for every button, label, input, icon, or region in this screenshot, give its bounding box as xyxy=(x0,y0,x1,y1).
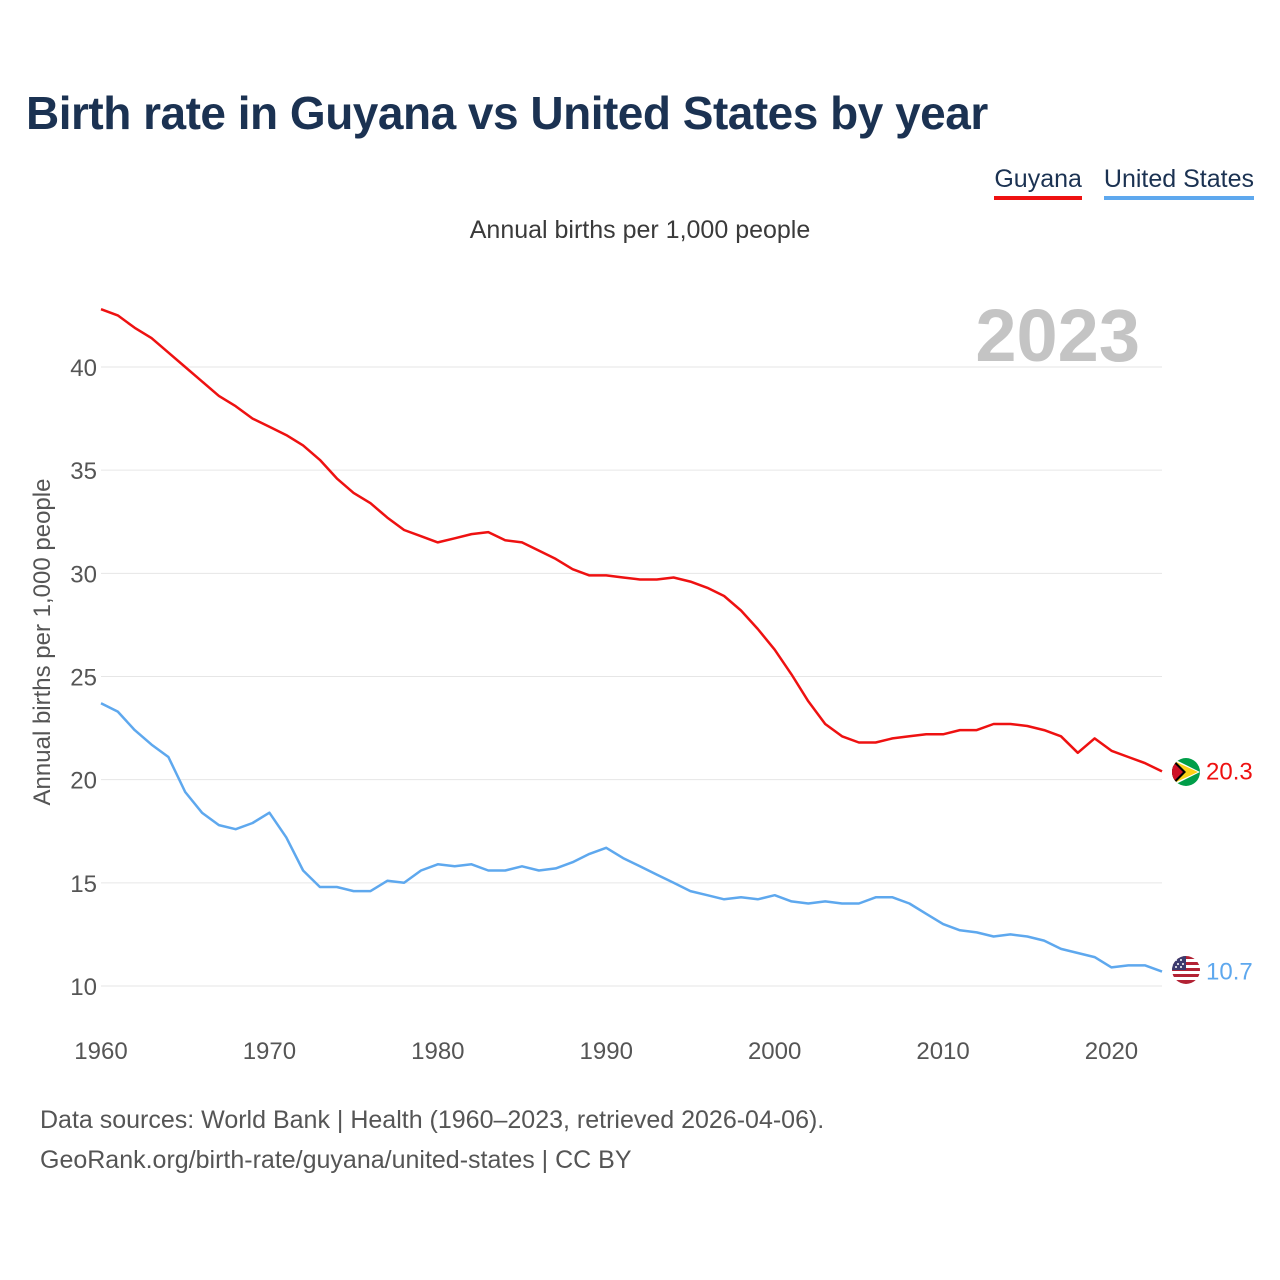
legend-item-guyana[interactable]: Guyana xyxy=(994,165,1082,200)
y-axis-ticks: 10 15 20 25 30 35 40 xyxy=(70,355,97,1001)
y-axis-label: Annual births per 1,000 people xyxy=(29,479,56,806)
x-tick-label: 1960 xyxy=(74,1038,127,1065)
legend: Guyana United States xyxy=(994,165,1254,200)
credit-link[interactable]: GeoRank.org/birth-rate/guyana/united-sta… xyxy=(40,1146,632,1174)
y-tick-label: 15 xyxy=(70,871,97,898)
x-axis-ticks: 1960 1970 1980 1990 2000 2010 2020 xyxy=(74,1038,1138,1065)
x-tick-label: 1990 xyxy=(580,1038,633,1065)
x-tick-label: 2000 xyxy=(748,1038,801,1065)
chart-title: Birth rate in Guyana vs United States by… xyxy=(26,87,988,139)
series-lines xyxy=(100,308,1163,973)
end-label-guyana: 20.3 xyxy=(1206,758,1253,785)
guyana-flag-icon xyxy=(1172,758,1200,786)
year-watermark: 2023 xyxy=(975,294,1140,377)
data-source-note: Data sources: World Bank | Health (1960–… xyxy=(40,1106,825,1134)
y-tick-label: 35 xyxy=(70,458,97,485)
y-tick-label: 40 xyxy=(70,355,97,382)
x-tick-label: 2020 xyxy=(1085,1038,1138,1065)
series-line-united-states xyxy=(100,702,1163,973)
chart-subtitle: Annual births per 1,000 people xyxy=(469,216,811,244)
y-tick-label: 20 xyxy=(70,768,97,795)
x-tick-label: 2010 xyxy=(916,1038,969,1065)
x-tick-label: 1980 xyxy=(411,1038,464,1065)
end-value-labels: 20.3 10.7 xyxy=(1206,758,1253,985)
grid-lines xyxy=(101,366,1162,987)
end-label-united-states: 10.7 xyxy=(1206,959,1253,986)
legend-item-united-states[interactable]: United States xyxy=(1103,165,1254,200)
us-flag-icon xyxy=(1172,956,1200,984)
series-line-guyana xyxy=(100,308,1163,773)
y-tick-label: 30 xyxy=(70,561,97,588)
y-tick-label: 10 xyxy=(70,974,97,1001)
y-tick-label: 25 xyxy=(70,665,97,692)
x-tick-label: 1970 xyxy=(243,1038,296,1065)
